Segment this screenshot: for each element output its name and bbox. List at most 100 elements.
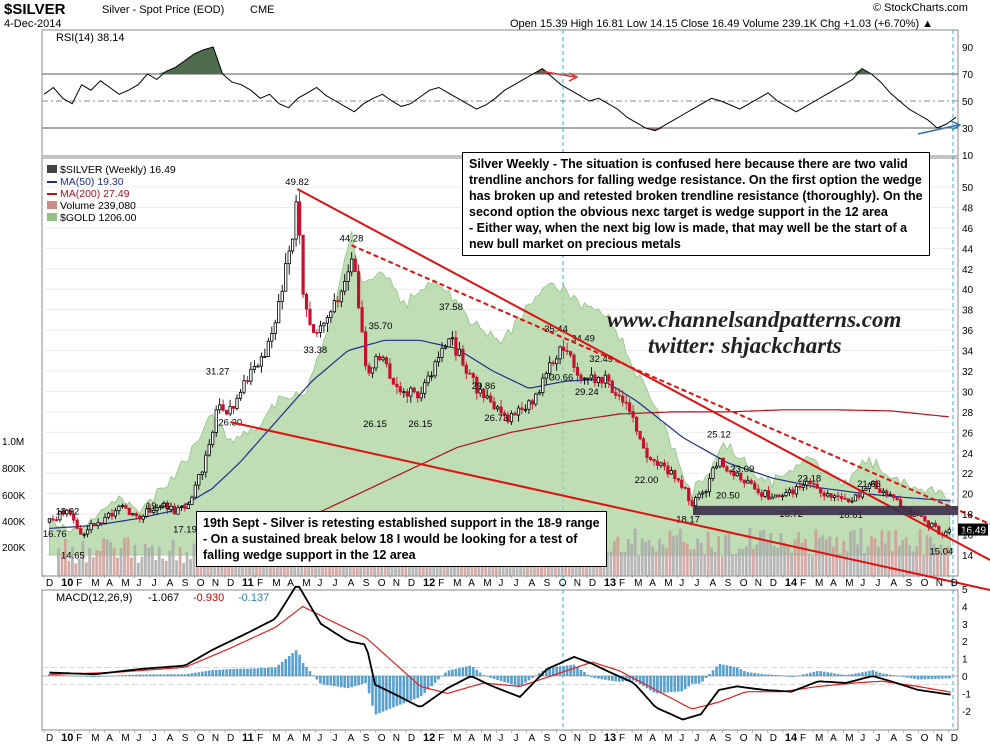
price-x-axis-label: D (589, 578, 596, 589)
price-x-axis-label: M (272, 578, 280, 589)
price-bar-body (485, 395, 489, 399)
price-x-axis-label: F (76, 578, 82, 589)
macd-histogram-bar (524, 676, 527, 683)
price-x-axis-label: O (740, 578, 748, 589)
macd-histogram-bar (590, 676, 593, 678)
price-point-label: 25.12 (707, 429, 731, 440)
macd-histogram-bar (485, 676, 489, 677)
macd-histogram-bar (850, 674, 854, 676)
volume-bar (91, 557, 95, 576)
price-bar-body (596, 376, 601, 384)
macd-tick-label: 3 (962, 620, 968, 631)
macd-x-axis-label: A (348, 733, 355, 744)
macd-signal-value: -0.930 (193, 592, 224, 604)
price-bar-body (548, 362, 552, 374)
volume-bar (637, 555, 641, 576)
macd-x-axis-label: D (408, 733, 415, 744)
price-bar-body (669, 470, 673, 475)
axis-layer: 504846444240383634323028262422201816141.… (2, 183, 974, 744)
volume-bar (679, 528, 682, 576)
price-x-axis-label: J (875, 578, 880, 589)
price-bar-body (947, 528, 951, 533)
macd-histogram-bar (899, 676, 902, 677)
price-bar-body (436, 356, 441, 363)
price-bar-body (760, 492, 764, 497)
price-x-axis-label: F (800, 578, 806, 589)
macd-x-axis-label: M (664, 733, 672, 744)
macd-histogram-bar (492, 676, 496, 679)
macd-histogram-bar (677, 676, 680, 692)
macd-histogram-bar (916, 676, 920, 680)
macd-histogram-bar (861, 672, 864, 676)
price-bar-body (339, 290, 343, 303)
macd-histogram-bar (576, 667, 579, 676)
macd-histogram-bar (645, 676, 649, 689)
volume-tick-label: 1.0M (2, 437, 24, 448)
ma50-line (49, 339, 951, 529)
volume-bar (703, 554, 707, 576)
macd-histogram-bar (190, 673, 194, 676)
price-tick-label: 40 (962, 285, 974, 296)
weekly-note-box: Silver Weekly - The situation is confuse… (462, 152, 930, 256)
price-bar-body (499, 406, 503, 414)
volume-bar (178, 547, 182, 576)
macd-x-axis-label: A (106, 733, 113, 744)
volume-bar (696, 538, 700, 576)
macd-signal-line (49, 605, 951, 710)
macd-histogram-bar (249, 668, 253, 676)
price-bar-body (482, 388, 486, 399)
price-bar-body (697, 493, 701, 498)
price-x-axis-label: M (121, 578, 129, 589)
price-x-axis-label: M (302, 578, 310, 589)
price-bar-body (148, 508, 152, 513)
macd-histogram-bar (478, 672, 482, 676)
macd-value: -1.067 (148, 592, 179, 604)
macd-histogram-bar (499, 676, 503, 681)
macd-histogram-bar (847, 674, 850, 676)
volume-bar (95, 550, 99, 576)
macd-histogram-bar (159, 674, 162, 676)
price-point-label: 16.76 (43, 529, 67, 540)
price-x-axis-label: D (46, 578, 53, 589)
price-bar-body (103, 517, 107, 524)
price-bar-body (211, 431, 215, 445)
volume-bar (925, 535, 929, 576)
macd-histogram-bar (666, 676, 670, 693)
macd-histogram-bar (659, 676, 663, 693)
price-bar-body (690, 500, 694, 506)
macd-x-axis-label: M (845, 733, 853, 744)
price-point-label: 18.17 (676, 514, 700, 525)
price-x-axis-label: D (951, 578, 958, 589)
macd-x-axis-label: A (287, 733, 294, 744)
volume-bar (831, 546, 835, 576)
price-bar-body (721, 458, 726, 468)
macd-x-axis-label: O (740, 733, 748, 744)
price-bar-body (318, 325, 323, 333)
macd-histogram-bar (569, 665, 572, 676)
volume-bar (213, 563, 217, 576)
macd-histogram-bar (628, 676, 631, 681)
macd-histogram-bar (579, 669, 583, 676)
price-point-label: 18.61 (839, 510, 863, 521)
price-x-axis-label: O (378, 578, 386, 589)
macd-histogram-bar (906, 676, 909, 678)
macd-histogram-bar (447, 670, 451, 676)
macd-histogram-bar (260, 668, 263, 676)
price-bar-body (443, 346, 448, 349)
macd-histogram-bar (440, 676, 444, 677)
volume-bar (887, 530, 891, 576)
volume-bar (873, 538, 877, 576)
volume-bar (870, 536, 873, 576)
macd-x-axis-label: 12 (423, 732, 435, 744)
macd-histogram-bar (854, 673, 857, 676)
volume-bar (658, 538, 661, 576)
macd-x-axis-label: M (302, 733, 310, 744)
price-bar-body (555, 358, 559, 365)
support-zone-band (693, 505, 958, 516)
price-bar-body (530, 400, 535, 405)
volume-bar (168, 550, 172, 576)
weekly-note-line: new bull market on precious metals (469, 237, 681, 251)
macd-histogram-bar (895, 675, 899, 677)
volume-bar (98, 551, 102, 576)
